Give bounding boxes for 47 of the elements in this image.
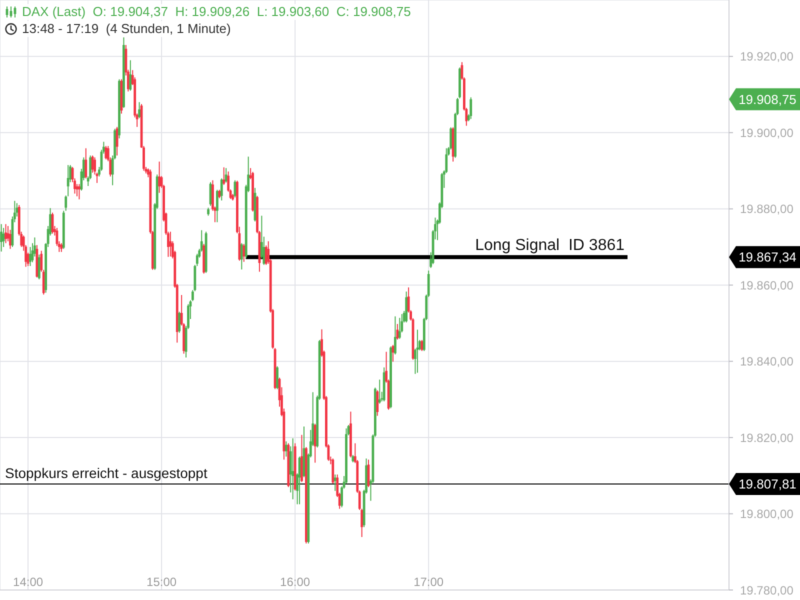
candlestick bbox=[0, 224, 3, 252]
candlestick bbox=[292, 438, 294, 500]
candlestick bbox=[222, 166, 226, 186]
y-tick-label: 19.900,00 bbox=[740, 126, 794, 140]
candlestick bbox=[116, 126, 118, 156]
y-tick-label: 19.840,00 bbox=[740, 354, 794, 369]
y-tick-label: 19.880,00 bbox=[740, 202, 794, 216]
x-tick-label: 14:00 bbox=[13, 575, 44, 589]
candlestick bbox=[416, 329, 419, 374]
candlestick bbox=[29, 246, 32, 267]
candlestick bbox=[396, 323, 399, 340]
candlestick bbox=[9, 229, 12, 250]
candlestick bbox=[2, 227, 5, 248]
candlestick bbox=[138, 102, 140, 119]
candlestick bbox=[378, 379, 381, 404]
y2-tick-label: 19.867,34 bbox=[738, 250, 796, 265]
ref-line-label: Stoppkurs erreicht - ausgestoppt bbox=[5, 465, 208, 482]
candlestick bbox=[376, 390, 379, 416]
candlestick bbox=[394, 316, 396, 355]
candlestick bbox=[216, 189, 218, 223]
y-tick-label: 19.800,00 bbox=[740, 507, 794, 522]
x-tick-label: 17:00 bbox=[414, 575, 444, 589]
chart-title: DAX (Last) O: 19.904,37 H: 19.909,26 L: 19.903,60 C: 19.908,75 bbox=[22, 4, 411, 20]
candlestick bbox=[38, 254, 40, 280]
x-tick-label: 16:00 bbox=[280, 575, 310, 589]
candlestick bbox=[332, 458, 334, 484]
candlestick bbox=[242, 243, 246, 262]
y-tick-label: 19.860,00 bbox=[740, 278, 794, 292]
series-label: Long Signal ID 3861 bbox=[475, 237, 625, 254]
candlestick bbox=[129, 60, 132, 92]
y2-tick-label: 19.908,75 bbox=[738, 92, 796, 107]
candlestick bbox=[158, 161, 161, 194]
candlestick bbox=[398, 317, 401, 340]
y-tick-label: 19.820,00 bbox=[740, 430, 794, 445]
candlestick bbox=[470, 96, 472, 120]
y-tick-label: 19.780,00 bbox=[740, 583, 794, 598]
candlestick bbox=[220, 178, 223, 201]
candlestick bbox=[84, 148, 88, 179]
candlestick bbox=[276, 366, 278, 390]
candlestick bbox=[420, 339, 424, 352]
y-tick-label: 19.920,00 bbox=[740, 50, 794, 64]
text: 13:48 - 17:19 (4 Stunden, 1 Minute) bbox=[22, 21, 231, 37]
candlestick bbox=[104, 145, 108, 160]
y2-tick-label: 19.807,81 bbox=[738, 476, 796, 492]
candlestick bbox=[178, 311, 181, 334]
candlestick bbox=[4, 224, 7, 244]
x-tick-label: 15:00 bbox=[146, 575, 177, 589]
